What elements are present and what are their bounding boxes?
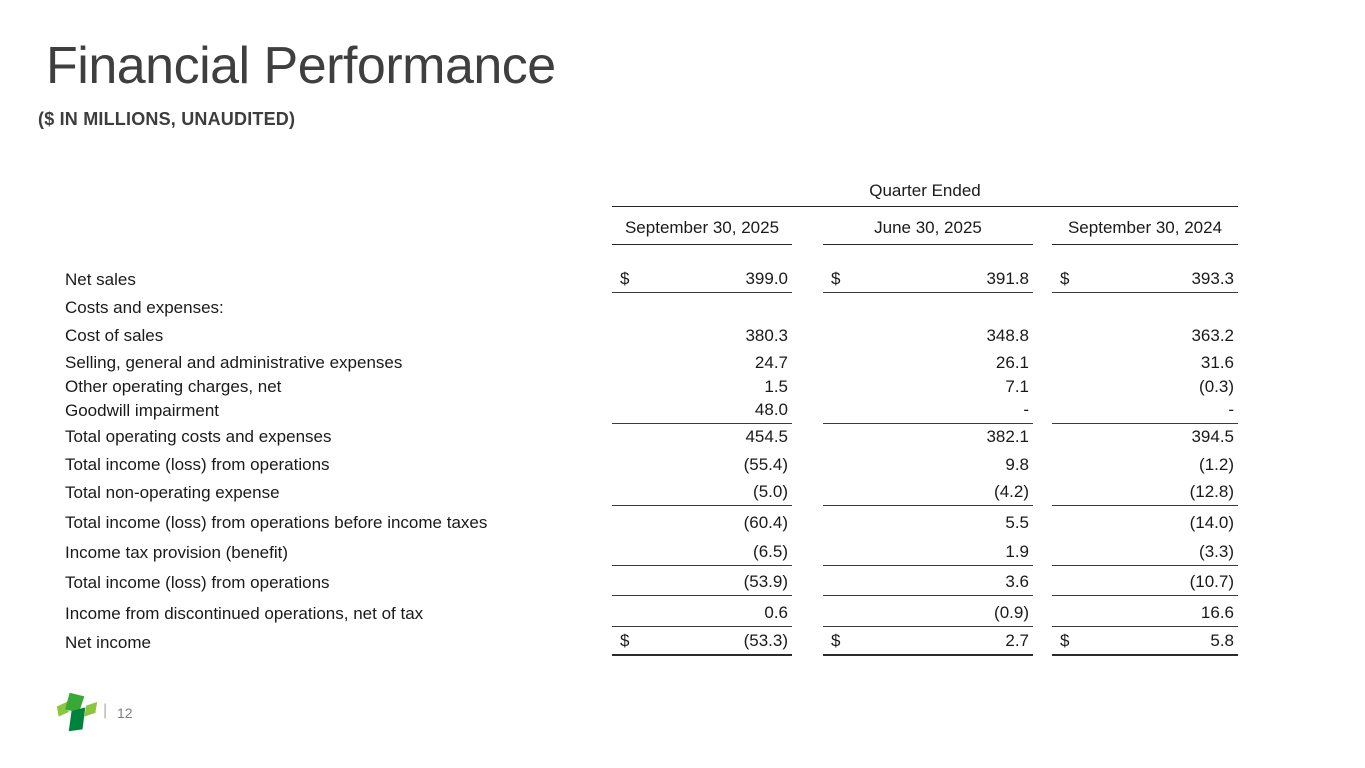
cell-value: 48.0 [754,400,788,419]
cell-value: 0.6 [764,603,788,622]
row-label: Cost of sales [65,326,164,345]
page-subtitle: ($ IN MILLIONS, UNAUDITED) [38,109,296,129]
group-header: Quarter Ended [612,175,1238,207]
cell-value: (53.3) [743,631,788,650]
row-label: Total operating costs and expenses [65,427,332,446]
cell-value: 348.8 [986,326,1029,345]
cell-value: 394.5 [1191,427,1234,446]
table-column-header-row: September 30, 2025 June 30, 2025 Septemb… [65,207,1238,245]
table-row: Total income (loss) from operations befo… [65,506,1238,536]
table-row: Total operating costs and expenses 454.5… [65,424,1238,450]
cell-value: 391.8 [986,269,1029,288]
row-label: Selling, general and administrative expe… [65,353,403,372]
dollar-sign: $ [831,269,841,288]
cell-value: 3.6 [1005,572,1029,591]
row-label: Income tax provision (benefit) [65,543,288,562]
table-row: Total income (loss) from operations (55.… [65,450,1238,478]
company-logo-icon [56,692,98,732]
table-row: Cost of sales 380.3 348.8 363.2 [65,321,1238,349]
cell-value: (60.4) [743,513,788,532]
cell-value: (10.7) [1189,572,1234,591]
cell-value: (6.5) [753,542,788,561]
cell-value: 454.5 [745,427,788,446]
row-label: Total non-operating expense [65,483,280,502]
cell-value: - [1228,400,1234,419]
page-number: 12 [117,705,133,721]
table-row: Selling, general and administrative expe… [65,349,1238,376]
cell-value: (1.2) [1199,455,1234,474]
dollar-sign: $ [831,631,841,650]
cell-value: (0.3) [1199,377,1234,396]
table-row: Net sales $399.0 $391.8 $393.3 [65,245,1238,293]
cell-value: 26.1 [995,353,1029,372]
cell-value: 5.5 [1005,513,1029,532]
table-row: Costs and expenses: [65,293,1238,321]
row-label: Total income (loss) from operations befo… [65,513,488,532]
dollar-sign: $ [1060,631,1070,650]
cell-value: 7.1 [1005,377,1029,396]
cell-value: (53.9) [743,572,788,591]
cell-value: - [1023,400,1029,419]
row-label: Total income (loss) from operations [65,573,330,592]
cell-value: 1.5 [764,377,788,396]
table-row: Goodwill impairment 48.0 - - [65,400,1238,424]
cell-value: 393.3 [1191,269,1234,288]
row-label: Net sales [65,270,136,289]
table-row: Total income (loss) from operations (53.… [65,566,1238,596]
column-header: June 30, 2025 [823,207,1033,245]
cell-value: (14.0) [1189,513,1234,532]
cell-value: 399.0 [745,269,788,288]
row-label: Income from discontinued operations, net… [65,604,424,623]
row-label: Total income (loss) from operations [65,455,330,474]
cell-value: (4.2) [994,482,1029,501]
table-row: Income tax provision (benefit) (6.5) 1.9… [65,536,1238,566]
cell-value: (5.0) [753,482,788,501]
row-label: Net income [65,633,151,652]
table-row: Net income $ (53.3) $2.7 $5.8 [65,627,1238,656]
column-header: September 30, 2024 [1052,207,1238,245]
page-title: Financial Performance [46,37,556,95]
cell-value: 2.7 [1005,631,1029,650]
cell-value: 1.9 [1005,542,1029,561]
cell-value: 5.8 [1210,631,1234,650]
cell-value: (55.4) [743,455,788,474]
dollar-sign: $ [1060,269,1070,288]
cell-value: 16.6 [1200,603,1234,622]
row-label: Goodwill impairment [65,401,219,420]
cell-value: (0.9) [994,603,1029,622]
table-row: Other operating charges, net 1.5 7.1 (0.… [65,376,1238,400]
footer-separator: | [103,702,108,719]
row-label: Costs and expenses: [65,298,224,317]
cell-value: 382.1 [986,427,1029,446]
cell-value: (3.3) [1199,542,1234,561]
dollar-sign: $ [620,269,630,288]
cell-value: 9.8 [1005,455,1029,474]
cell-value: 24.7 [754,353,788,372]
table-row: Total non-operating expense (5.0) (4.2) … [65,478,1238,506]
financial-table: Quarter Ended September 30, 2025 June 30… [65,175,1238,656]
cell-value: 363.2 [1191,326,1234,345]
table-row: Income from discontinued operations, net… [65,596,1238,627]
dollar-sign: $ [620,631,630,650]
row-label: Other operating charges, net [65,377,282,396]
cell-value: 31.6 [1200,353,1234,372]
cell-value: 380.3 [745,326,788,345]
table-group-header-row: Quarter Ended [65,175,1238,207]
column-header: September 30, 2025 [612,207,792,245]
cell-value: (12.8) [1189,482,1234,501]
